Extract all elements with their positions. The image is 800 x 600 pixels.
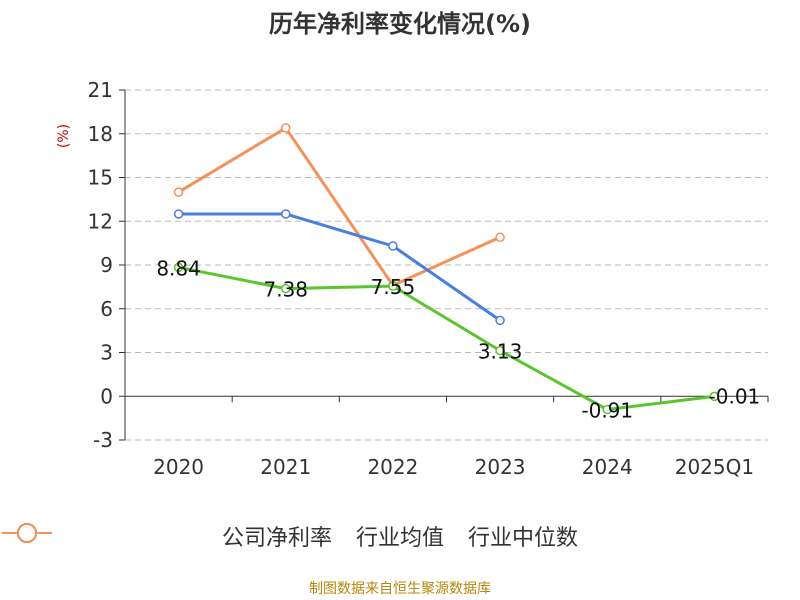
x-tick-label: 2021 <box>260 455 311 479</box>
y-tick-label: -3 <box>93 428 113 452</box>
legend-label-industry-median: 行业中位数 <box>468 526 579 551</box>
x-tick-label: 2022 <box>367 455 418 479</box>
data-point <box>281 123 291 133</box>
y-tick-label: 3 <box>100 341 113 365</box>
y-tick-label: 0 <box>100 384 113 408</box>
legend-label-industry-mean: 行业均值 <box>355 526 444 551</box>
chart-title: 历年净利率变化情况(%) <box>269 10 531 38</box>
data-label: 8.84 <box>156 256 201 280</box>
legend-line-icon <box>2 523 52 543</box>
y-tick-label: 12 <box>88 209 113 233</box>
y-tick-label: 18 <box>88 122 113 146</box>
series-line <box>177 126 501 287</box>
series-line <box>178 265 715 412</box>
y-tick-label: 15 <box>88 166 113 190</box>
data-point <box>388 281 398 291</box>
x-tick-label: 2023 <box>475 455 526 479</box>
x-tick-label: 2025Q1 <box>675 455 754 479</box>
series-line <box>178 212 501 322</box>
data-point <box>709 391 720 402</box>
data-point <box>602 404 612 415</box>
legend-item-industry-median[interactable]: 行业中位数 <box>2 520 579 552</box>
source-note: 制图数据来自恒生聚源数据库 <box>309 581 491 597</box>
data-label: 7.55 <box>371 275 416 299</box>
data-point <box>281 209 291 219</box>
y-tick-label: 9 <box>100 253 113 277</box>
data-point <box>281 283 291 294</box>
y-tick-label: 6 <box>100 297 113 321</box>
legend-item-company[interactable]: 公司净利率 <box>2 520 332 552</box>
data-point <box>388 241 398 251</box>
legend: 公司净利率 行业均值 行业中位数 <box>0 520 800 552</box>
data-label: -0.91 <box>581 399 633 423</box>
x-tick-label: 2020 <box>153 455 204 479</box>
legend-item-industry-mean[interactable]: 行业均值 <box>2 520 444 552</box>
data-point <box>495 345 505 356</box>
y-tick-label: 21 <box>88 78 113 102</box>
x-tick-label: 2024 <box>582 455 633 479</box>
data-point <box>173 187 184 197</box>
data-point <box>495 232 505 243</box>
data-point <box>173 209 184 219</box>
data-label: 3.13 <box>478 340 523 364</box>
data-point <box>495 315 505 326</box>
data-label: 7.38 <box>263 278 308 302</box>
data-point <box>173 262 184 273</box>
data-label: -0.01 <box>709 384 761 408</box>
legend-label-company: 公司净利率 <box>221 526 332 551</box>
